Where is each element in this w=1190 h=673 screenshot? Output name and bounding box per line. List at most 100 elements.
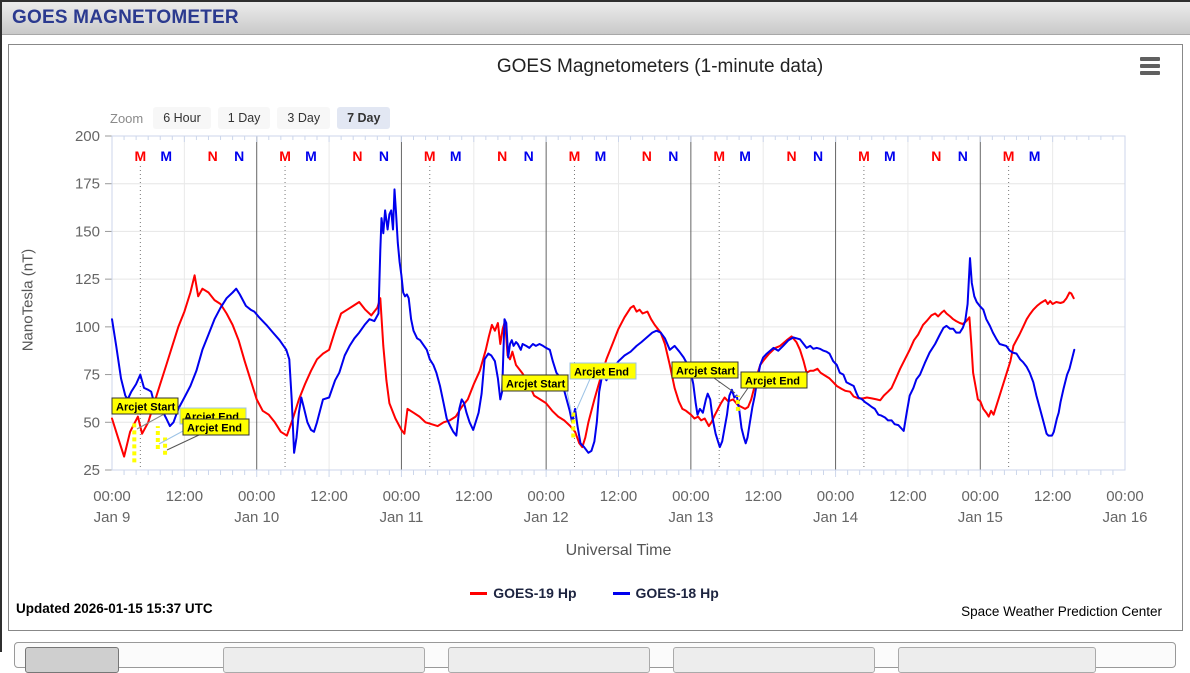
- satellite-marker-N: N: [958, 148, 968, 164]
- x-tick-date-label: Jan 12: [524, 509, 569, 526]
- satellite-marker-M: M: [595, 148, 607, 164]
- y-tick-label: 175: [75, 176, 100, 193]
- arcjet-label: Arcjet End: [574, 367, 629, 379]
- satellite-marker-M: M: [713, 148, 725, 164]
- satellite-marker-N: N: [813, 148, 823, 164]
- satellite-marker-M: M: [450, 148, 462, 164]
- x-tick-time-label: 00:00: [238, 488, 276, 505]
- bottom-toolbar-button[interactable]: [223, 647, 425, 673]
- chart-panel: [8, 44, 1183, 631]
- satellite-marker-N: N: [208, 148, 218, 164]
- goes18-line-swatch: [612, 591, 630, 595]
- satellite-marker-N: N: [379, 148, 389, 164]
- legend-label-goes18: GOES-18 Hp: [635, 585, 719, 601]
- x-tick-time-label: 00:00: [817, 488, 855, 505]
- page-top-border: [0, 0, 1190, 2]
- x-tick-time-label: 12:00: [166, 488, 204, 505]
- satellite-marker-M: M: [279, 148, 291, 164]
- x-tick-date-label: Jan 14: [813, 509, 858, 526]
- satellite-marker-N: N: [497, 148, 507, 164]
- updated-timestamp: Updated 2026-01-15 15:37 UTC: [16, 601, 213, 616]
- satellite-marker-M: M: [884, 148, 896, 164]
- page-title: GOES MAGNETOMETER: [12, 7, 239, 28]
- x-tick-time-label: 12:00: [1034, 488, 1072, 505]
- y-tick-label: 150: [75, 223, 100, 240]
- goes-19-hp-series: [111, 274, 1075, 458]
- legend-item-goes18[interactable]: GOES-18 Hp: [612, 585, 719, 601]
- arcjet-connector: [565, 386, 573, 416]
- x-tick-time-label: 12:00: [889, 488, 927, 505]
- arcjet-connector: [738, 387, 749, 402]
- x-tick-date-label: Jan 10: [234, 509, 279, 526]
- satellite-marker-M: M: [424, 148, 436, 164]
- satellite-marker-M: M: [739, 148, 751, 164]
- satellite-marker-M: M: [305, 148, 317, 164]
- satellite-marker-N: N: [668, 148, 678, 164]
- bottom-toolbar-partial: [14, 642, 1176, 673]
- x-tick-time-label: 12:00: [600, 488, 638, 505]
- zoom-button-6hour[interactable]: 6 Hour: [153, 107, 211, 129]
- arcjet-label-box: [671, 361, 739, 379]
- zoom-label: Zoom: [110, 110, 144, 126]
- x-tick-date-label: Jan 9: [94, 509, 131, 526]
- arcjet-label: Arcjet Start: [506, 379, 566, 391]
- arcjet-label-box: [111, 397, 179, 415]
- satellite-marker-M: M: [569, 148, 581, 164]
- arcjet-label: Arcjet End: [187, 423, 242, 435]
- arcjet-connector: [713, 377, 736, 394]
- x-tick-time-label: 12:00: [455, 488, 493, 505]
- x-axis-title: Universal Time: [565, 542, 672, 559]
- x-tick-time-label: 00:00: [962, 488, 1000, 505]
- arcjet-label-box: [182, 418, 250, 436]
- satellite-marker-N: N: [352, 148, 362, 164]
- satellite-marker-M: M: [135, 148, 147, 164]
- chart-title: GOES Magnetometers (1-minute data): [496, 56, 824, 77]
- x-tick-time-label: 12:00: [744, 488, 782, 505]
- x-tick-time-label: 00:00: [383, 488, 421, 505]
- legend-label-goes19: GOES-19 Hp: [493, 585, 577, 601]
- x-tick-time-label: 00:00: [1106, 488, 1144, 505]
- arcjet-label: Arcjet Start: [676, 366, 736, 378]
- zoom-controls: Zoom 6 Hour 1 Day 3 Day 7 Day: [110, 106, 397, 130]
- x-tick-date-label: Jan 13: [668, 509, 713, 526]
- y-tick-label: 200: [75, 128, 100, 145]
- bottom-toolbar-button[interactable]: [673, 647, 875, 673]
- hamburger-icon: [1138, 57, 1162, 75]
- x-tick-date-label: Jan 11: [379, 509, 423, 526]
- zoom-button-7day[interactable]: 7 Day: [337, 107, 391, 129]
- credit-text: Space Weather Prediction Center: [961, 604, 1162, 619]
- arcjet-label: Arcjet End: [745, 376, 800, 388]
- chart-legend: GOES-19 Hp GOES-18 Hp: [8, 585, 1181, 601]
- x-tick-date-label: Jan 16: [1102, 509, 1147, 526]
- satellite-marker-N: N: [234, 148, 244, 164]
- satellite-marker-M: M: [858, 148, 870, 164]
- satellite-marker-N: N: [524, 148, 534, 164]
- arcjet-label-box: [501, 374, 569, 392]
- zoom-button-1day[interactable]: 1 Day: [217, 107, 271, 129]
- satellite-marker-N: N: [786, 148, 796, 164]
- header-bar: GOES MAGNETOMETER: [2, 2, 1190, 35]
- page-left-border: [0, 0, 2, 652]
- satellite-marker-M: M: [1029, 148, 1041, 164]
- satellite-marker-N: N: [642, 148, 652, 164]
- zoom-button-3day[interactable]: 3 Day: [277, 107, 331, 129]
- y-tick-label: 100: [75, 319, 100, 336]
- bottom-toolbar-button[interactable]: [25, 647, 119, 673]
- y-tick-label: 125: [75, 271, 100, 288]
- y-tick-label: 75: [83, 367, 100, 384]
- bottom-toolbar-button[interactable]: [898, 647, 1096, 673]
- arcjet-label: Arcjet Start: [116, 402, 176, 414]
- arcjet-connector: [575, 378, 591, 412]
- magnetometer-chart: 25 50 75 100 125 150 175 200 00:00 Jan 9 12:00 00:0…: [75, 128, 1148, 526]
- x-tick-date-label: Jan 15: [958, 509, 1003, 526]
- legend-item-goes19[interactable]: GOES-19 Hp: [470, 585, 577, 601]
- chart-menu-button[interactable]: [1138, 57, 1162, 79]
- arcjet-connector: [166, 434, 200, 451]
- satellite-marker-M: M: [160, 148, 172, 164]
- bottom-toolbar-button[interactable]: [448, 647, 650, 673]
- x-tick-time-label: 00:00: [527, 488, 565, 505]
- arcjet-label-box: [569, 362, 637, 380]
- x-tick-time-label: 12:00: [310, 488, 348, 505]
- satellite-marker-M: M: [1003, 148, 1015, 164]
